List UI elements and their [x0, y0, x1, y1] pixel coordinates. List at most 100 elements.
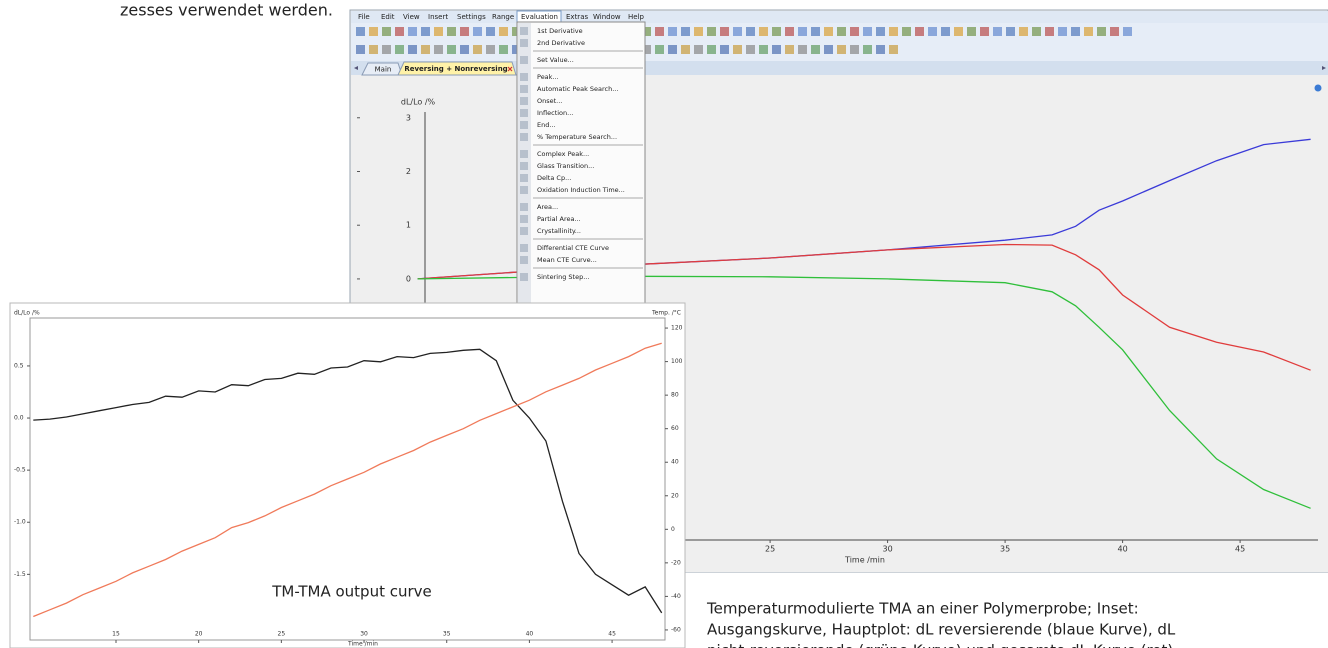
tab-scroll[interactable] [354, 66, 358, 70]
toolbar-button[interactable] [1123, 27, 1132, 36]
toolbar-button[interactable] [356, 45, 365, 54]
dropdown-item[interactable]: Sintering Step... [537, 273, 589, 281]
toolbar-button[interactable] [1110, 27, 1119, 36]
toolbar-button[interactable] [434, 45, 443, 54]
toolbar-button[interactable] [837, 27, 846, 36]
dropdown-item[interactable]: Onset... [537, 97, 562, 105]
tab-scroll[interactable] [1322, 66, 1326, 70]
dropdown-item[interactable]: Inflection... [537, 109, 573, 117]
toolbar-button[interactable] [1071, 27, 1080, 36]
toolbar-button[interactable] [408, 45, 417, 54]
toolbar-button[interactable] [1097, 27, 1106, 36]
toolbar-button[interactable] [1006, 27, 1015, 36]
toolbar-button[interactable] [928, 27, 937, 36]
menu-item[interactable]: Edit [381, 13, 395, 21]
dropdown-item[interactable]: Glass Transition... [537, 162, 594, 170]
toolbar-button[interactable] [1084, 27, 1093, 36]
toolbar-button[interactable] [473, 27, 482, 36]
toolbar-button[interactable] [460, 27, 469, 36]
dropdown-item[interactable]: Peak... [537, 73, 559, 81]
toolbar-button[interactable] [486, 45, 495, 54]
dropdown-item[interactable]: Differential CTE Curve [537, 244, 609, 252]
toolbar-button[interactable] [694, 45, 703, 54]
toolbar-button[interactable] [720, 27, 729, 36]
toolbar-button[interactable] [447, 45, 456, 54]
toolbar-button[interactable] [759, 27, 768, 36]
menu-item[interactable]: Evaluation [521, 13, 558, 21]
toolbar-button[interactable] [967, 27, 976, 36]
tab[interactable] [361, 62, 403, 76]
menu-item[interactable]: View [403, 13, 420, 21]
toolbar-button[interactable] [915, 27, 924, 36]
toolbar-button[interactable] [694, 27, 703, 36]
toolbar-button[interactable] [733, 45, 742, 54]
toolbar-button[interactable] [746, 45, 755, 54]
toolbar-button[interactable] [707, 27, 716, 36]
toolbar-button[interactable] [798, 27, 807, 36]
toolbar-button[interactable] [811, 27, 820, 36]
toolbar-button[interactable] [889, 27, 898, 36]
toolbar-button[interactable] [382, 27, 391, 36]
toolbar-button[interactable] [499, 27, 508, 36]
toolbar-button[interactable] [356, 27, 365, 36]
toolbar-button[interactable] [395, 45, 404, 54]
toolbar-button[interactable] [1058, 27, 1067, 36]
toolbar-button[interactable] [941, 27, 950, 36]
toolbar-button[interactable] [408, 27, 417, 36]
dropdown-item[interactable]: Crystallinity... [537, 227, 581, 235]
dropdown-item[interactable]: Set Value... [537, 56, 574, 64]
toolbar-button[interactable] [1019, 27, 1028, 36]
toolbar-button[interactable] [668, 45, 677, 54]
dropdown-item[interactable]: End... [537, 121, 556, 129]
toolbar-button[interactable] [369, 27, 378, 36]
toolbar-button[interactable] [850, 27, 859, 36]
toolbar-button[interactable] [395, 27, 404, 36]
toolbar-button[interactable] [876, 27, 885, 36]
toolbar-button[interactable] [681, 45, 690, 54]
tab-close[interactable] [507, 66, 513, 72]
toolbar-button[interactable] [642, 45, 651, 54]
menu-item[interactable]: Extras [566, 13, 588, 21]
toolbar-button[interactable] [798, 45, 807, 54]
toolbar-button[interactable] [772, 27, 781, 36]
toolbar-button[interactable] [824, 45, 833, 54]
toolbar-button[interactable] [785, 45, 794, 54]
dropdown-item[interactable]: 2nd Derivative [537, 39, 585, 47]
toolbar-button[interactable] [863, 45, 872, 54]
menu-item[interactable]: Window [593, 13, 621, 21]
toolbar-button[interactable] [876, 45, 885, 54]
help-icon[interactable] [1314, 84, 1322, 92]
menu-item[interactable]: Settings [457, 13, 486, 21]
toolbar-button[interactable] [460, 45, 469, 54]
toolbar-button[interactable] [434, 27, 443, 36]
dropdown-item[interactable]: Area... [537, 203, 558, 211]
dropdown-item[interactable]: 1st Derivative [537, 27, 583, 35]
toolbar-button[interactable] [811, 45, 820, 54]
menu-item[interactable]: Range [492, 13, 514, 21]
toolbar-button[interactable] [954, 27, 963, 36]
dropdown-item[interactable]: Delta Cp... [537, 174, 571, 182]
dropdown-item[interactable]: Oxidation Induction Time... [537, 186, 625, 194]
toolbar-button[interactable] [486, 27, 495, 36]
toolbar-button[interactable] [863, 27, 872, 36]
toolbar-button[interactable] [447, 27, 456, 36]
toolbar-button[interactable] [655, 45, 664, 54]
toolbar-button[interactable] [668, 27, 677, 36]
dropdown-item[interactable]: Automatic Peak Search... [537, 85, 618, 93]
dropdown-item[interactable]: Mean CTE Curve... [537, 256, 597, 264]
menu-item[interactable]: Insert [428, 13, 448, 21]
toolbar-button[interactable] [421, 45, 430, 54]
toolbar-button[interactable] [772, 45, 781, 54]
toolbar-button[interactable] [1045, 27, 1054, 36]
toolbar-button[interactable] [369, 45, 378, 54]
toolbar-button[interactable] [1032, 27, 1041, 36]
toolbar-button[interactable] [850, 45, 859, 54]
toolbar-button[interactable] [707, 45, 716, 54]
toolbar-button[interactable] [655, 27, 664, 36]
tab-label[interactable]: Reversing + Nonreversing [404, 65, 507, 73]
toolbar-button[interactable] [902, 27, 911, 36]
toolbar-button[interactable] [824, 27, 833, 36]
toolbar-button[interactable] [473, 45, 482, 54]
toolbar-button[interactable] [733, 27, 742, 36]
toolbar-button[interactable] [993, 27, 1002, 36]
